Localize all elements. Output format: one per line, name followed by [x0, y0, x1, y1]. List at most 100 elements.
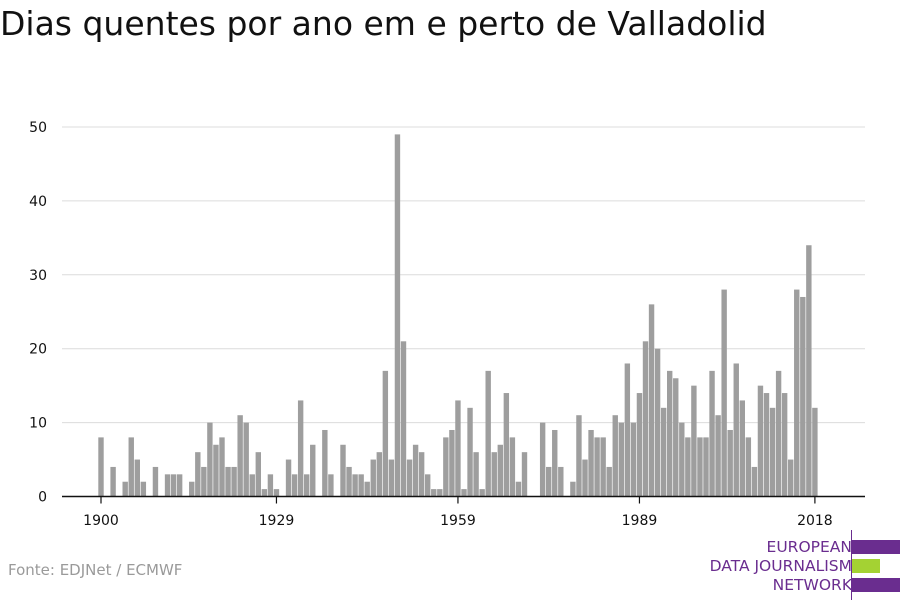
bar-1963 — [479, 489, 485, 497]
y-tick-label: 0 — [38, 490, 47, 506]
bar-1926 — [255, 452, 261, 497]
bar-1954 — [425, 474, 431, 497]
bar-1979 — [576, 415, 582, 497]
bar-1920 — [219, 437, 225, 497]
bar-2014 — [788, 459, 794, 497]
bar-1968 — [509, 437, 516, 497]
bar-1900 — [98, 437, 104, 497]
bar-1985 — [612, 415, 618, 497]
bar-2006 — [739, 400, 745, 497]
bar-2002 — [715, 415, 721, 497]
bar-1960 — [461, 489, 467, 497]
logo-bar-bottom — [852, 578, 900, 592]
bar-2011 — [769, 407, 776, 497]
bar-1906 — [134, 459, 140, 497]
y-tick-label: 40 — [29, 194, 47, 210]
bar-1946 — [376, 452, 382, 497]
bar-1961 — [467, 407, 473, 497]
bar-1912 — [170, 474, 177, 497]
y-tick-label: 10 — [29, 416, 47, 432]
bar-1927 — [261, 489, 268, 497]
bar-1990 — [642, 341, 649, 497]
bar-2018 — [812, 407, 818, 497]
bar-1989 — [636, 393, 643, 497]
x-axis-ticks: 1900 1929 1959 1989 2018 — [83, 496, 833, 529]
bar-1940 — [340, 444, 346, 497]
bar-1994 — [667, 370, 673, 497]
bar-1915 — [189, 481, 195, 497]
bar-1958 — [449, 429, 455, 497]
bar-1944 — [364, 481, 370, 497]
bar-1917 — [201, 466, 207, 497]
bar-1928 — [267, 474, 274, 497]
bar-2015 — [794, 289, 800, 497]
bar-1925 — [249, 474, 255, 497]
bar-1935 — [310, 444, 316, 497]
bar-1992 — [654, 348, 661, 497]
bar-1934 — [304, 474, 310, 497]
bar-1943 — [358, 474, 364, 497]
bar-1983 — [600, 437, 606, 497]
bar-1937 — [322, 429, 328, 497]
bar-1919 — [213, 444, 219, 497]
bar-1986 — [618, 422, 624, 497]
bar-1991 — [648, 304, 655, 497]
bar-1933 — [297, 400, 304, 497]
bar-1981 — [588, 429, 594, 497]
chart-title: Dias quentes por ano em e perto de Valla… — [0, 4, 767, 43]
bar-1931 — [285, 459, 292, 497]
bar-1980 — [582, 459, 588, 497]
bar-1997 — [685, 437, 691, 497]
bar-1929 — [273, 489, 280, 497]
bar-2000 — [703, 437, 709, 497]
bar-2007 — [745, 437, 752, 497]
bar-1953 — [418, 452, 425, 497]
x-tick-label: 1959 — [440, 513, 476, 529]
bar-2009 — [757, 385, 764, 497]
bar-1913 — [176, 474, 183, 497]
bar-1911 — [164, 474, 171, 497]
bar-1951 — [406, 459, 413, 497]
bar-1962 — [473, 452, 479, 497]
bar-1993 — [660, 407, 667, 497]
bar-1947 — [382, 370, 389, 497]
bar-1907 — [140, 481, 147, 497]
bar-1987 — [624, 363, 631, 497]
bars — [98, 134, 818, 497]
bar-1998 — [691, 385, 697, 497]
bar-1952 — [412, 444, 419, 497]
x-tick-label: 1929 — [259, 513, 295, 529]
bar-1902 — [110, 466, 116, 497]
bar-2005 — [733, 363, 739, 497]
bar-1923 — [237, 415, 243, 497]
bar-2013 — [781, 393, 788, 497]
x-tick-label: 2018 — [797, 513, 833, 529]
y-tick-label: 30 — [29, 268, 47, 284]
logo-text-line-2: DATA JOURNALISM — [709, 557, 852, 575]
bar-1976 — [558, 466, 564, 497]
bar-1957 — [443, 437, 449, 497]
bar-1996 — [679, 422, 685, 497]
bar-1905 — [128, 437, 134, 497]
logo-divider — [851, 530, 852, 600]
bar-2008 — [751, 466, 758, 497]
bar-1918 — [207, 422, 213, 497]
bar-1978 — [570, 481, 576, 497]
gridlines — [62, 126, 865, 424]
source-credit: Fonte: EDJNet / ECMWF — [8, 561, 183, 579]
bar-1973 — [539, 422, 546, 497]
bar-1938 — [328, 474, 334, 497]
logo-text-line-1: EUROPEAN — [766, 538, 852, 556]
x-tick-label: 1900 — [83, 513, 119, 529]
bar-2016 — [800, 296, 806, 497]
edjnet-logo: EUROPEAN DATA JOURNALISM NETWORK — [690, 530, 900, 600]
bar-2004 — [727, 429, 733, 497]
bar-2010 — [763, 393, 770, 497]
bar-1955 — [431, 489, 437, 497]
bar-1948 — [388, 459, 395, 497]
bar-1984 — [606, 466, 612, 497]
bar-1904 — [122, 481, 128, 497]
bar-1941 — [346, 466, 352, 497]
y-tick-label: 20 — [29, 342, 47, 358]
